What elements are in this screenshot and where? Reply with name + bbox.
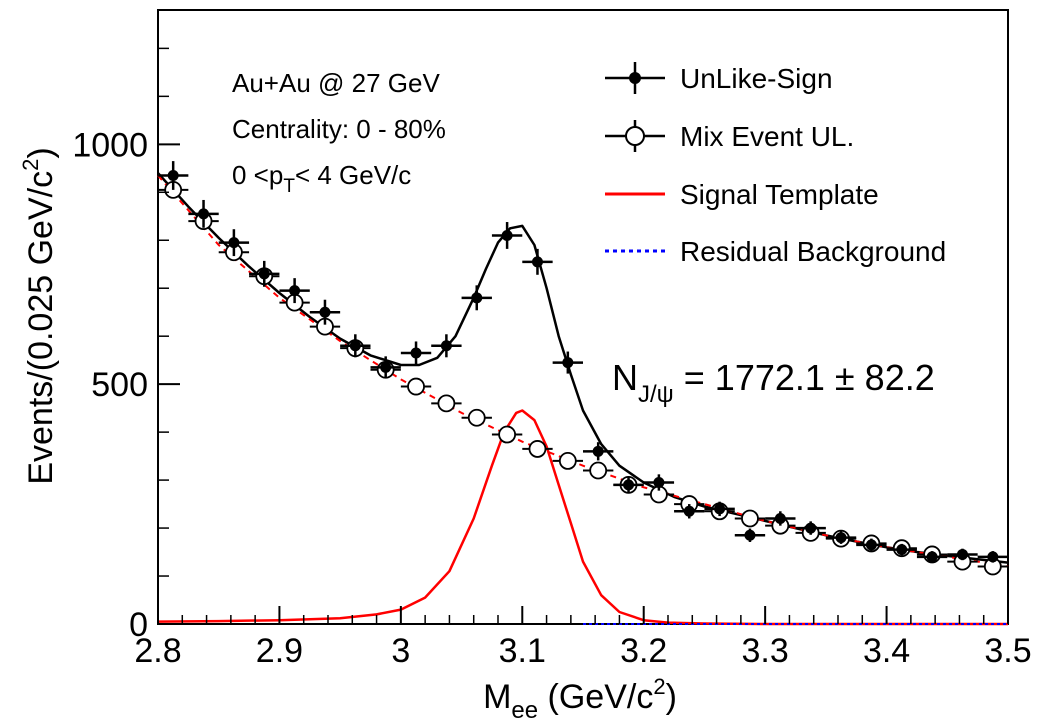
unlike-sign-point	[805, 522, 817, 534]
plot-frame	[157, 9, 1009, 625]
legend: UnLike-Sign Mix Event UL. Signal Templat…	[605, 62, 946, 267]
x-axis-title-end: )	[666, 678, 677, 716]
unlike-sign-point	[956, 548, 968, 560]
x-tick-label: 3.3	[742, 632, 789, 670]
x-tick-label: 3	[391, 632, 410, 670]
legend-label-unlike-sign: UnLike-Sign	[680, 63, 833, 94]
y-axis-title: Events/(0.025 GeV/c2)	[18, 147, 60, 484]
y-axis-title-end: )	[22, 147, 60, 158]
unlike-sign-point	[258, 268, 270, 280]
info-line-3-a: 0 <p	[232, 160, 283, 190]
mix-event-point	[558, 452, 577, 470]
mix-event-point	[498, 425, 517, 444]
unlike-sign-point	[410, 347, 422, 359]
y-tick-label: 1000	[72, 126, 148, 164]
legend-marker-filled-icon	[629, 72, 641, 84]
info-line-1: Au+Au @ 27 GeV	[232, 68, 440, 98]
info-line-2: Centrality: 0 - 80%	[232, 114, 446, 144]
mix-event-point	[407, 377, 425, 396]
yield-main: N	[612, 357, 638, 398]
unlike-sign-point	[714, 503, 726, 515]
data-markers	[158, 161, 1008, 576]
yield-value: = 1772.1 ± 82.2	[674, 357, 935, 398]
y-axis-title-main: Events/(0.025 GeV/c	[22, 171, 60, 485]
mix-event-point	[437, 394, 456, 413]
mix-event-point	[528, 440, 547, 458]
legend-entry-unlike-sign: UnLike-Sign	[605, 62, 833, 94]
x-axis-title-rest: (GeV/c	[538, 678, 653, 716]
unlike-sign-point	[198, 208, 210, 220]
mix-event-point	[467, 408, 486, 427]
info-line-3-b: < 4 GeV/c	[295, 160, 411, 190]
x-tick-label: 3.2	[620, 632, 667, 670]
yield-sub: J/ψ	[638, 381, 674, 408]
legend-entry-signal-template: Signal Template	[605, 179, 879, 210]
unlike-sign-point	[531, 256, 543, 268]
unlike-sign-point	[440, 340, 452, 352]
info-line-3-sub: T	[283, 176, 295, 197]
legend-label-signal-template: Signal Template	[680, 179, 879, 210]
unlike-sign-point	[896, 544, 908, 556]
unlike-sign-point	[926, 551, 938, 563]
legend-entry-residual-background: Residual Background	[605, 236, 946, 267]
info-line-3: 0 <pT< 4 GeV/c	[232, 160, 411, 197]
unlike-sign-point	[501, 229, 513, 241]
x-tick-label: 2.8	[134, 632, 181, 670]
x-tick-label: 3.4	[863, 632, 910, 670]
unlike-sign-point	[471, 292, 483, 304]
unlike-sign-point	[380, 361, 392, 373]
unlike-sign-point	[349, 340, 361, 352]
unlike-sign-point	[653, 476, 665, 488]
unlike-sign-point	[167, 169, 179, 181]
curve-signal-template	[157, 409, 1008, 626]
x-axis-title-sup: 2	[653, 674, 665, 699]
x-tick-label: 3.1	[499, 632, 546, 670]
legend-entry-mix-event: Mix Event UL.	[605, 120, 854, 152]
legend-marker-open-icon	[625, 126, 645, 146]
y-tick-label: 0	[129, 606, 148, 644]
x-axis-title-main: M	[483, 678, 511, 716]
unlike-sign-point	[623, 479, 635, 491]
unlike-sign-point	[865, 539, 877, 551]
legend-label-residual-background: Residual Background	[680, 236, 946, 267]
x-axis-title: Mee (GeV/c2)	[483, 674, 677, 724]
unlike-sign-point	[987, 551, 999, 563]
y-tick-label: 500	[91, 366, 148, 404]
unlike-sign-point	[562, 357, 574, 369]
unlike-sign-point	[289, 285, 301, 297]
unlike-sign-point	[319, 306, 331, 318]
unlike-sign-point	[228, 237, 240, 249]
unlike-sign-point	[774, 512, 786, 524]
mix-event-point	[589, 461, 608, 480]
legend-label-mix-event: Mix Event UL.	[680, 121, 854, 152]
unlike-sign-point	[592, 445, 604, 457]
unlike-sign-point	[683, 505, 695, 517]
x-axis-title-sub: ee	[511, 697, 538, 724]
x-tick-label: 2.9	[256, 632, 303, 670]
yield-annotation: NJ/ψ = 1772.1 ± 82.2	[612, 357, 935, 408]
mix-event-point	[741, 509, 759, 528]
y-axis-title-sup: 2	[18, 159, 43, 171]
unlike-sign-point	[835, 532, 847, 544]
unlike-sign-point	[744, 529, 756, 541]
axes: 2.8 2.9 3 3.1 3.2 3.3 3.4 3.5 0 500 1000	[72, 47, 1032, 670]
x-tick-label: 3.5	[984, 632, 1031, 670]
